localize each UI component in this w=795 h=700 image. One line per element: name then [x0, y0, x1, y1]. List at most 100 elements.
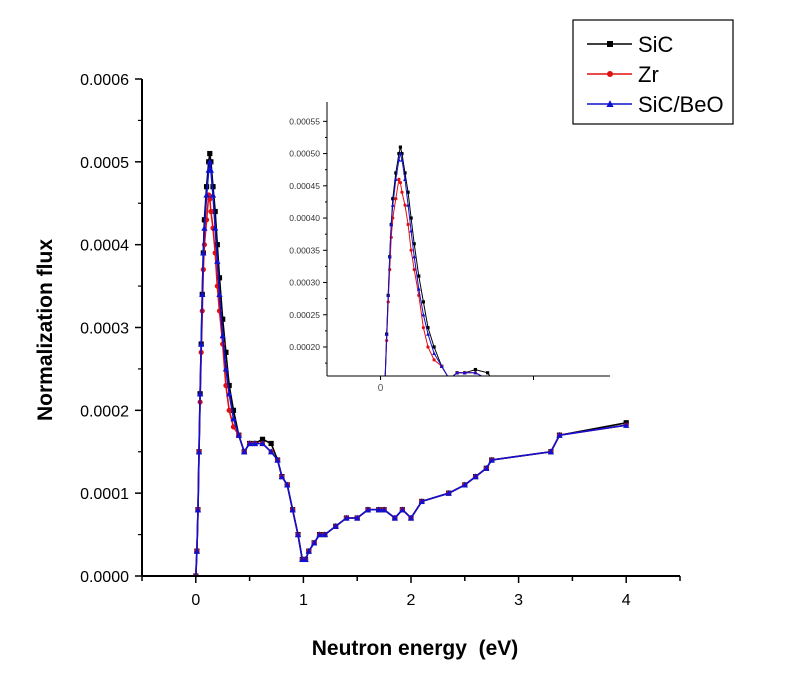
data-point — [382, 423, 385, 426]
data-point — [539, 455, 543, 459]
data-point — [426, 345, 429, 348]
y-tick-label: 0.0003 — [80, 321, 129, 338]
data-point — [495, 384, 498, 387]
inset-y-tick-label: 0.00035 — [289, 245, 320, 255]
data-point — [672, 422, 676, 426]
data-point — [394, 177, 398, 181]
data-point — [495, 384, 498, 387]
data-point — [448, 378, 451, 381]
data-point — [486, 377, 490, 381]
data-point — [524, 442, 527, 445]
data-point — [501, 397, 504, 400]
main-plot: 0.0000 0.0001 0.0002 0.0003 0.0004 0.0005 0.00… — [80, 72, 680, 609]
data-point — [447, 377, 451, 381]
legend-marker-square — [607, 41, 613, 47]
data-point — [432, 345, 435, 348]
data-point — [448, 378, 451, 381]
data-point — [647, 423, 650, 426]
data-point — [516, 422, 520, 426]
inset-y-tick-label: 0.00040 — [289, 213, 320, 223]
inset-x-tick-label: 0 — [378, 383, 384, 394]
data-point — [700, 416, 703, 419]
inset-y-tick-label: 0.00030 — [289, 278, 320, 288]
x-tick-label: 2 — [407, 592, 416, 609]
data-point — [639, 423, 642, 426]
data-point — [509, 403, 512, 406]
data-point — [384, 378, 387, 381]
data-point — [269, 441, 274, 446]
data-point — [738, 410, 741, 413]
data-point — [685, 429, 688, 432]
legend-label: SiC — [638, 32, 674, 57]
data-point — [647, 423, 650, 426]
data-point — [422, 326, 425, 329]
data-point — [700, 416, 704, 420]
data-point — [761, 403, 764, 406]
data-point — [578, 436, 581, 439]
x-tick-label: 1 — [299, 592, 308, 609]
data-point — [563, 442, 566, 445]
data-point — [577, 435, 581, 439]
data-point — [662, 429, 666, 433]
data-point — [379, 474, 382, 477]
data-point — [517, 423, 520, 426]
data-point — [417, 274, 420, 277]
data-point — [399, 146, 402, 149]
data-point — [578, 436, 581, 439]
data-point — [700, 416, 703, 419]
data-point — [792, 390, 795, 394]
data-point — [685, 429, 689, 433]
data-point — [685, 429, 688, 432]
x-tick-label: 3 — [514, 592, 523, 609]
data-point — [662, 429, 665, 432]
data-point — [208, 209, 213, 214]
data-point — [563, 442, 566, 445]
data-point — [509, 403, 513, 407]
inset-y-tick-label: 0.00045 — [289, 181, 320, 191]
legend-label: Zr — [638, 62, 659, 87]
data-point — [413, 268, 416, 271]
data-point — [738, 409, 742, 413]
data-point — [777, 397, 780, 400]
y-tick-label: 0.0004 — [80, 238, 129, 255]
data-point — [662, 429, 665, 432]
data-point — [495, 384, 499, 388]
data-point — [486, 378, 489, 381]
data-point — [673, 423, 676, 426]
inset-y-tick-label: 0.00020 — [289, 342, 320, 352]
data-point — [406, 223, 409, 226]
x-tick-label: 0 — [191, 592, 200, 609]
legend-marker-circle — [607, 71, 613, 77]
data-point — [646, 422, 650, 426]
y-axis-label: Normalization flux — [34, 239, 57, 421]
data-point — [776, 396, 780, 400]
data-point — [501, 396, 505, 400]
data-point — [761, 403, 765, 407]
data-point — [432, 358, 435, 361]
data-point — [540, 455, 543, 458]
data-point — [382, 423, 385, 426]
series-line-sic-beo — [381, 154, 795, 476]
y-tick-label: 0.0002 — [80, 403, 129, 420]
data-point — [400, 191, 403, 194]
data-point — [540, 455, 543, 458]
data-point — [517, 423, 520, 426]
data-point — [524, 442, 528, 446]
data-point — [380, 455, 384, 459]
data-point — [608, 429, 611, 432]
data-point — [486, 371, 489, 374]
data-point — [501, 397, 504, 400]
y-tick-label: 0.0001 — [80, 486, 129, 503]
inset-y-tick-label: 0.00025 — [289, 310, 320, 320]
data-point — [207, 151, 212, 156]
y-tick-label: 0.0005 — [80, 155, 129, 172]
legend-label: SiC/BeO — [638, 92, 724, 117]
data-point — [383, 377, 387, 381]
data-point — [639, 422, 643, 426]
y-tick-label: 0.0000 — [80, 569, 129, 586]
inset-y-tick-label: 0.00050 — [289, 149, 320, 159]
data-point — [509, 403, 512, 406]
data-point — [530, 461, 534, 465]
data-point — [673, 423, 676, 426]
data-point — [397, 178, 400, 181]
